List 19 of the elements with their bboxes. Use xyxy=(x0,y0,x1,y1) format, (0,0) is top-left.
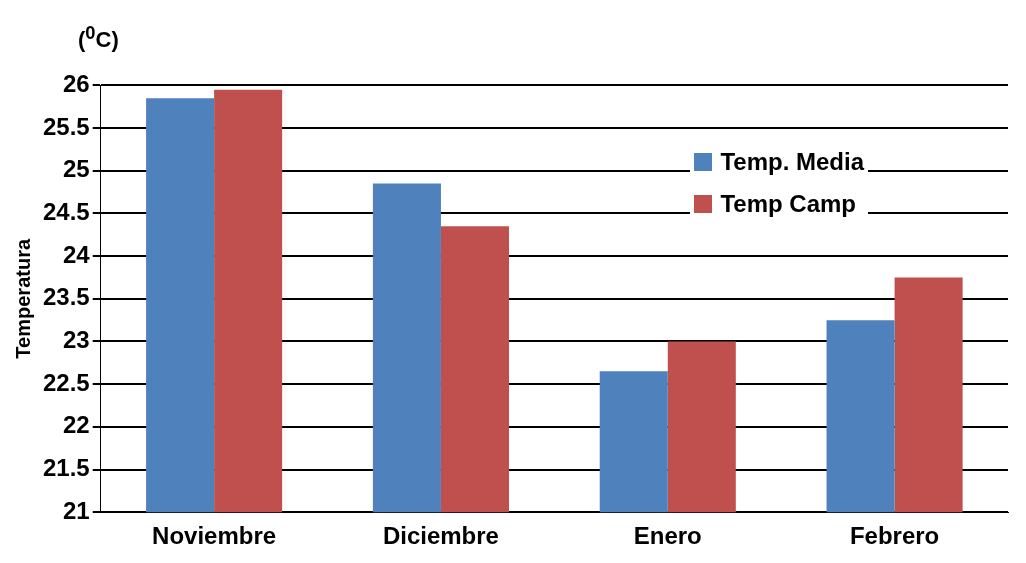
x-tick-label: Enero xyxy=(633,522,702,550)
y-tick-label: 25 xyxy=(63,155,90,183)
x-tick-label: Diciembre xyxy=(382,522,499,550)
y-tick-label: 24 xyxy=(63,240,91,268)
y-tick-label: 26 xyxy=(63,70,90,98)
y-tick-label: 22 xyxy=(63,411,90,439)
x-tick-label: Febrero xyxy=(849,522,940,550)
chart-title: ($^{0}$C) xyxy=(78,22,119,54)
legend-label: Temp Camp xyxy=(720,190,856,218)
x-tick-label: Noviembre xyxy=(152,522,277,550)
y-tick-label: 23 xyxy=(63,326,90,354)
y-axis-title: Temperatura xyxy=(11,238,34,359)
y-tick-label: 21.5 xyxy=(42,454,90,482)
legend-label: Temp. Media xyxy=(720,148,864,176)
y-tick-label: 22.5 xyxy=(42,368,90,396)
y-tick-label: 25.5 xyxy=(42,112,90,140)
y-tick-label: 23.5 xyxy=(42,283,90,311)
y-tick-label: 24.5 xyxy=(42,198,90,226)
y-tick-label: 21 xyxy=(63,496,90,524)
